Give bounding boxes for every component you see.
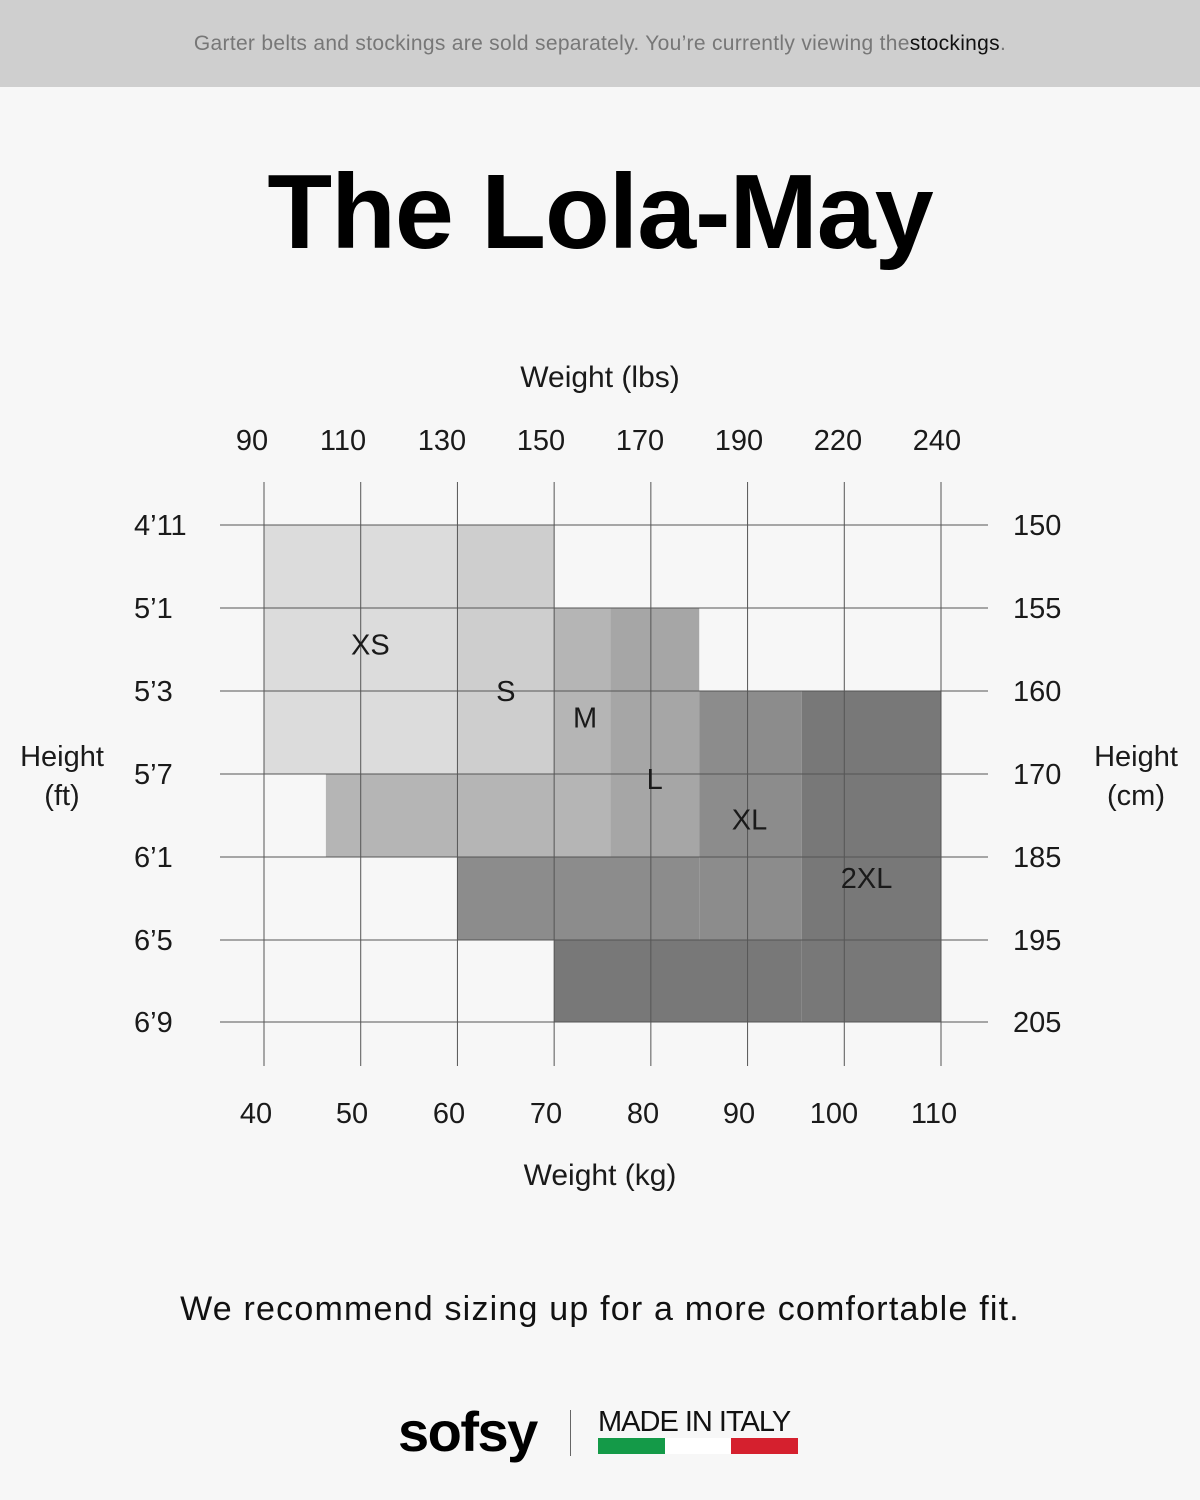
banner-emphasis: stockings — [909, 31, 1000, 55]
size-region-l — [610, 608, 700, 857]
x-bottom-tick-label: 70 — [530, 1098, 562, 1130]
size-label-l: L — [647, 764, 663, 796]
x-bottom-tick-label: 80 — [627, 1098, 659, 1130]
size-region-xl — [457, 857, 700, 940]
sizing-note: We recommend sizing up for a more comfor… — [180, 1290, 1020, 1328]
y-left-tick-label: 5’3 — [134, 676, 173, 708]
banner-suffix: . — [999, 31, 1007, 55]
flag-white — [664, 1438, 732, 1454]
flag-green — [598, 1438, 665, 1454]
info-banner: Garter belts and stockings are sold sepa… — [0, 0, 1200, 87]
size-label-s: S — [496, 676, 515, 708]
size-label-xs: XS — [351, 630, 390, 662]
size-label-m: M — [573, 703, 597, 735]
x-bottom-tick-label: 60 — [433, 1098, 465, 1130]
size-region-s — [457, 525, 555, 774]
x-bottom-tick-label: 100 — [810, 1098, 858, 1130]
x-bottom-axis-label: Weight (kg) — [524, 1159, 677, 1192]
brand-logo: sofsy — [398, 1400, 538, 1463]
y-right-axis-label: (cm) — [1107, 780, 1165, 812]
y-left-tick-label: 5’7 — [134, 759, 173, 791]
y-right-tick-label: 185 — [1013, 842, 1061, 874]
y-left-tick-label: 6’9 — [134, 1007, 173, 1039]
footer: sofsy MADE IN ITALY — [0, 1400, 1200, 1470]
page-title: The Lola-May — [267, 153, 933, 271]
y-right-tick-label: 155 — [1013, 593, 1061, 625]
x-top-tick-label: 240 — [913, 425, 961, 457]
x-top-tick-label: 170 — [616, 425, 664, 457]
footer-divider — [570, 1410, 571, 1456]
x-top-tick-label: 90 — [236, 425, 268, 457]
size-region-2xl — [554, 940, 802, 1022]
size-label-2xl: 2XL — [841, 863, 893, 895]
x-bottom-tick-label: 110 — [911, 1098, 957, 1130]
banner-text: Garter belts and stockings are sold sepa… — [193, 31, 910, 55]
size-label-xl: XL — [732, 804, 767, 836]
y-left-axis-label: (ft) — [44, 780, 79, 812]
y-right-tick-label: 150 — [1013, 510, 1061, 542]
y-right-tick-label: 160 — [1013, 676, 1061, 708]
size-region-m — [325, 774, 555, 857]
italy-flag-icon — [598, 1438, 799, 1454]
y-left-axis-label: Height — [20, 741, 104, 773]
size-region-xl — [699, 691, 802, 940]
y-right-tick-label: 195 — [1013, 925, 1061, 957]
y-left-tick-label: 6’1 — [134, 842, 173, 874]
size-region-m — [554, 608, 611, 857]
x-bottom-tick-label: 50 — [336, 1098, 368, 1130]
y-right-axis-label: Height — [1094, 741, 1178, 773]
x-top-tick-label: 190 — [715, 425, 763, 457]
x-top-tick-label: 220 — [814, 425, 862, 457]
x-top-tick-label: 110 — [320, 425, 366, 457]
y-right-tick-label: 205 — [1013, 1007, 1061, 1039]
x-top-tick-label: 150 — [517, 425, 565, 457]
x-top-axis-label: Weight (lbs) — [520, 361, 680, 394]
y-left-tick-label: 6’5 — [134, 925, 173, 957]
y-left-tick-label: 4’11 — [134, 510, 187, 542]
made-in-italy-label: MADE IN ITALY — [598, 1406, 791, 1438]
x-bottom-tick-label: 40 — [240, 1098, 272, 1130]
y-left-tick-label: 5’1 — [134, 593, 173, 625]
x-top-tick-label: 130 — [418, 425, 466, 457]
flag-red — [731, 1438, 799, 1454]
size-chart: XS S M L XL 2XL Weight (lbs) 90 110 130 150 170 190 2… — [20, 361, 1178, 1192]
x-bottom-tick-label: 90 — [723, 1098, 755, 1130]
y-right-tick-label: 170 — [1013, 759, 1061, 791]
